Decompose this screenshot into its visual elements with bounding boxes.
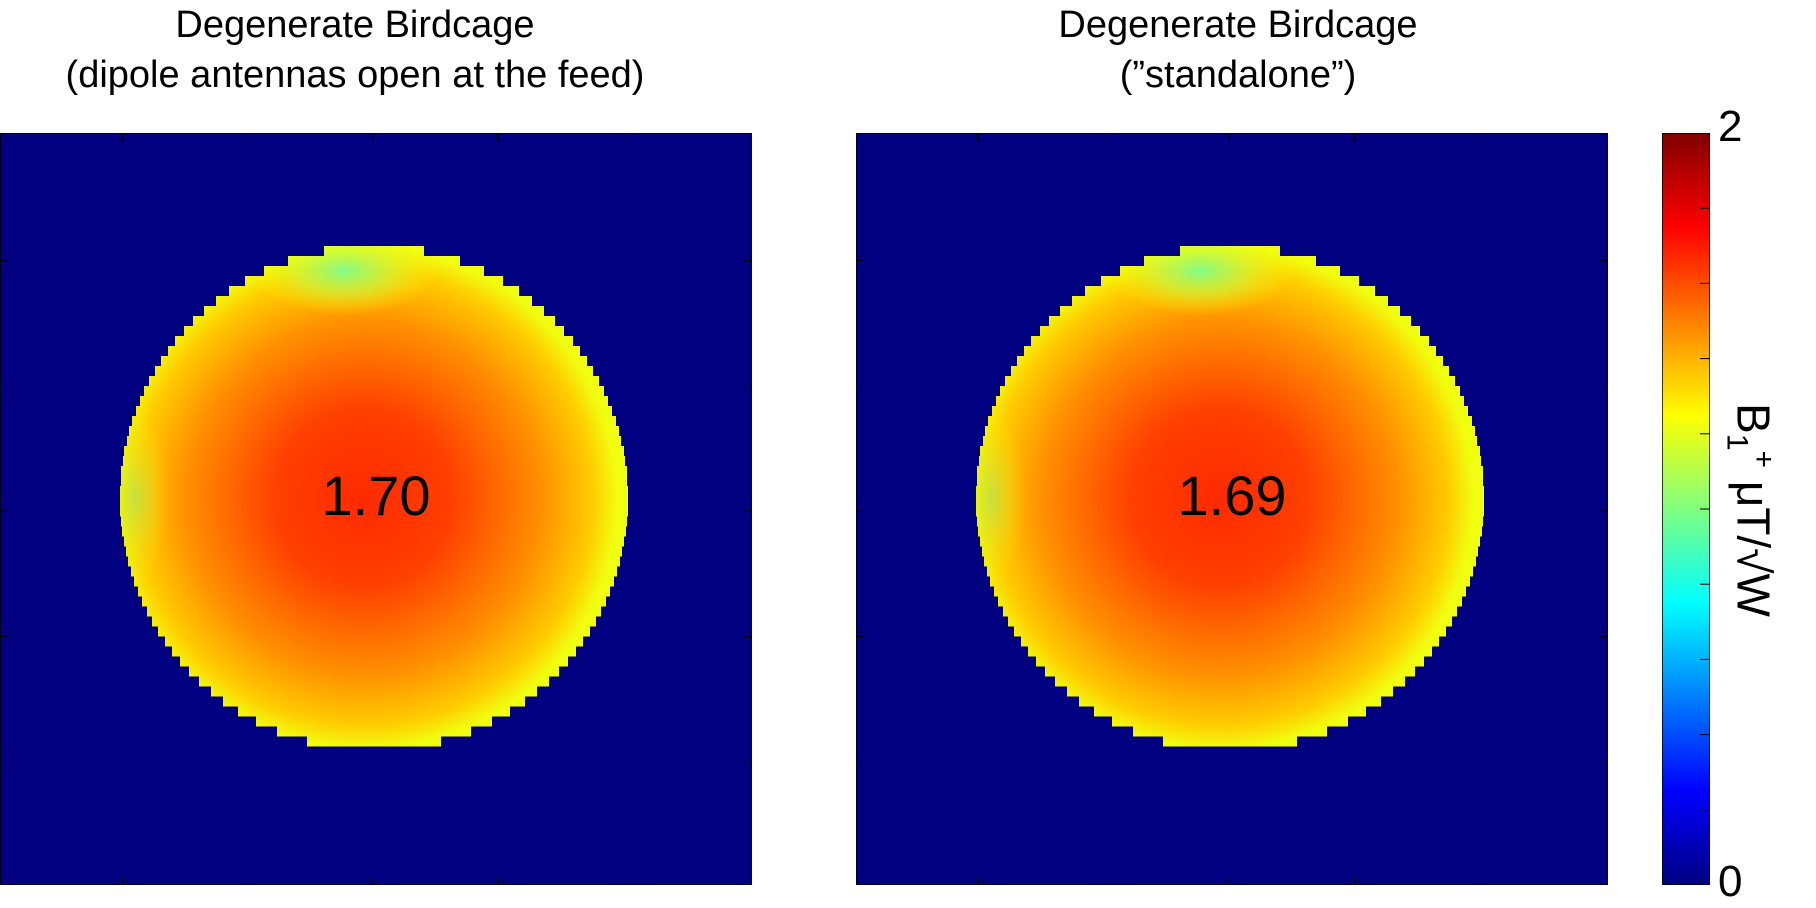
right-title-line1: Degenerate Birdcage [1058, 4, 1418, 46]
colorbar [1661, 132, 1711, 886]
left-field-map-svg [0, 133, 752, 885]
phantom-field [976, 246, 1484, 750]
left-title-line1: Degenerate Birdcage [175, 4, 535, 46]
colorbar-title-main: B [1727, 403, 1780, 434]
colorbar-min-label: 0 [1718, 857, 1743, 906]
colorbar-title-units: μT/√W [1727, 468, 1780, 617]
right-panel-title: Degenerate Birdcage (”standalone”) [862, 0, 1614, 100]
left-center-value: 1.70 [321, 464, 431, 527]
right-field-map [856, 133, 1608, 885]
right-field-map-svg [856, 133, 1608, 885]
colorbar-max-label: 2 [1718, 102, 1743, 151]
phantom-disk [120, 246, 628, 750]
right-center-value: 1.69 [1177, 464, 1287, 527]
colorbar-gradient [1661, 132, 1711, 886]
right-title-line2: (”standalone”) [1119, 54, 1357, 96]
phantom-field [120, 246, 628, 750]
edge-spot [120, 408, 170, 588]
colorbar-title: B1+ μT/√W [1719, 403, 1780, 617]
colorbar-title-sub: 1 [1720, 433, 1754, 451]
left-title-line2: (dipole antennas open at the feed) [65, 54, 645, 96]
edge-spot [976, 408, 1026, 588]
left-panel-title: Degenerate Birdcage (dipole antennas ope… [0, 0, 710, 100]
left-field-map [0, 133, 752, 885]
phantom-disk [976, 246, 1484, 750]
colorbar-title-sup: + [1746, 450, 1780, 469]
